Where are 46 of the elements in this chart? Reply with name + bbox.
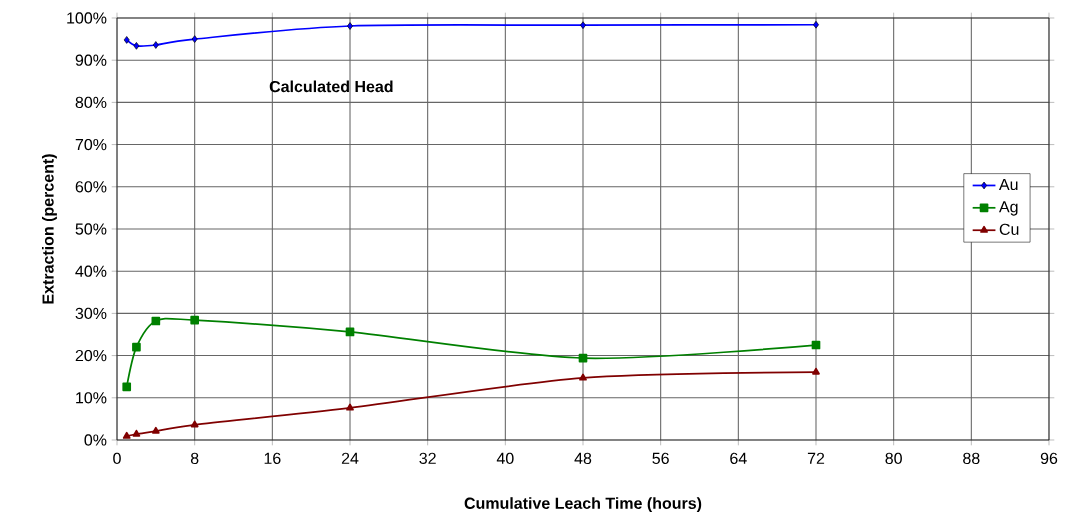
y-tick-label: 100% xyxy=(67,12,107,24)
point xyxy=(132,429,141,437)
y-tick-label: 80% xyxy=(75,96,107,109)
y-tick-label: 20% xyxy=(75,349,107,362)
point xyxy=(579,373,587,381)
annotation: Calculated Head xyxy=(269,80,393,93)
point xyxy=(123,36,130,44)
point xyxy=(347,22,353,30)
x-tick-label: 40 xyxy=(496,452,514,465)
y-tick-label: 30% xyxy=(75,307,107,320)
x-tick-label: 16 xyxy=(264,452,281,465)
x-tick-label: 8 xyxy=(190,452,199,465)
x-tick-label: 48 xyxy=(574,452,592,465)
x-tick-label: 64 xyxy=(730,452,747,465)
point xyxy=(190,315,200,325)
y-tick-label: 10% xyxy=(76,392,107,404)
y-tick-label: 40% xyxy=(75,265,107,277)
legend-label: Ag xyxy=(998,201,1018,216)
point xyxy=(122,382,132,392)
y-tick-label: 0% xyxy=(84,434,107,446)
x-tick-label: 32 xyxy=(419,452,436,465)
y-tick-label: 50% xyxy=(75,223,107,235)
x-tick-label: 56 xyxy=(652,452,669,465)
point xyxy=(190,420,199,428)
y-tick-label: 70% xyxy=(75,138,107,151)
point xyxy=(812,367,820,375)
y-axis-title: Extraction (percent) xyxy=(41,154,57,304)
point xyxy=(346,403,354,411)
point xyxy=(151,426,160,434)
point xyxy=(132,342,141,352)
y-tick-label: 60% xyxy=(75,181,107,193)
point xyxy=(580,21,586,29)
point xyxy=(152,41,159,49)
x-tick-label: 88 xyxy=(963,452,980,465)
x-tick-label: 80 xyxy=(885,452,902,465)
point xyxy=(133,42,140,50)
x-tick-label: 96 xyxy=(1040,452,1058,465)
x-axis-title: Cumulative Leach Time (hours) xyxy=(464,497,702,513)
point xyxy=(122,431,131,439)
x-tick-label: 0 xyxy=(113,452,121,465)
point xyxy=(191,35,198,43)
legend-label: Au xyxy=(998,178,1018,191)
x-tick-label: 72 xyxy=(807,452,825,464)
legend-label: Cu xyxy=(999,223,1019,235)
x-tick-label: 24 xyxy=(341,452,359,464)
y-tick-label: 90% xyxy=(75,54,107,66)
